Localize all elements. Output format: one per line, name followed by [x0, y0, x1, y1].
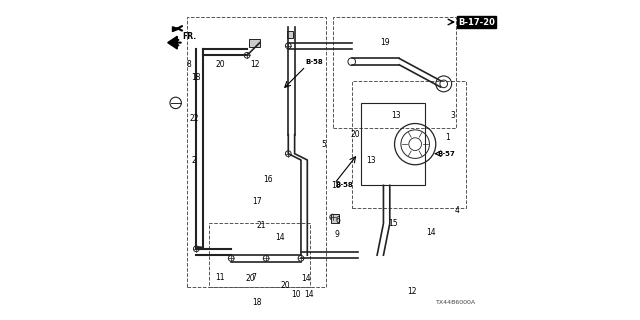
Text: B-57: B-57 [437, 151, 455, 157]
Text: 17: 17 [252, 197, 261, 206]
Text: 14: 14 [301, 275, 310, 284]
Text: 14: 14 [426, 228, 436, 237]
Polygon shape [173, 27, 179, 32]
Text: 20: 20 [350, 130, 360, 139]
Text: 20: 20 [280, 281, 290, 290]
Text: 13: 13 [366, 156, 376, 164]
Text: 8: 8 [187, 60, 191, 69]
Text: 21: 21 [257, 220, 266, 229]
Text: 12: 12 [250, 60, 260, 69]
Text: 4: 4 [455, 206, 460, 215]
Text: 18: 18 [252, 298, 261, 307]
Bar [248, 39, 260, 47]
Text: FR.: FR. [182, 32, 196, 41]
Bar [333, 17, 456, 128]
Text: 19: 19 [380, 38, 390, 47]
Text: B-58: B-58 [336, 182, 354, 188]
Bar [331, 214, 339, 223]
Text: 6: 6 [336, 216, 340, 225]
Text: TX44B6000A: TX44B6000A [436, 300, 476, 305]
Text: 1: 1 [445, 133, 450, 142]
Text: 22: 22 [190, 114, 200, 123]
Text: 20: 20 [215, 60, 225, 69]
Text: 15: 15 [388, 219, 398, 228]
Text: B-17-20: B-17-20 [458, 18, 495, 27]
Bar [361, 103, 425, 185]
Text: 14: 14 [304, 290, 314, 299]
Text: 20: 20 [246, 275, 255, 284]
Bar [187, 17, 326, 287]
Bar [209, 223, 310, 287]
Text: 3: 3 [450, 111, 455, 120]
Text: 7: 7 [252, 273, 257, 282]
Text: 11: 11 [215, 273, 225, 282]
Text: 9: 9 [334, 230, 339, 239]
Text: 18: 18 [331, 181, 340, 190]
Text: 14: 14 [276, 233, 285, 242]
Text: 10: 10 [291, 290, 301, 299]
Text: 5: 5 [321, 140, 326, 148]
Text: 18: 18 [191, 73, 201, 82]
Text: B-17-20: B-17-20 [458, 18, 495, 27]
Bar [352, 81, 466, 208]
Text: 13: 13 [392, 111, 401, 120]
Text: 12: 12 [407, 287, 417, 296]
Bar [287, 31, 293, 38]
Polygon shape [168, 36, 177, 49]
Text: 2: 2 [191, 156, 196, 164]
Text: B-58: B-58 [306, 59, 323, 65]
Text: 16: 16 [263, 174, 273, 184]
